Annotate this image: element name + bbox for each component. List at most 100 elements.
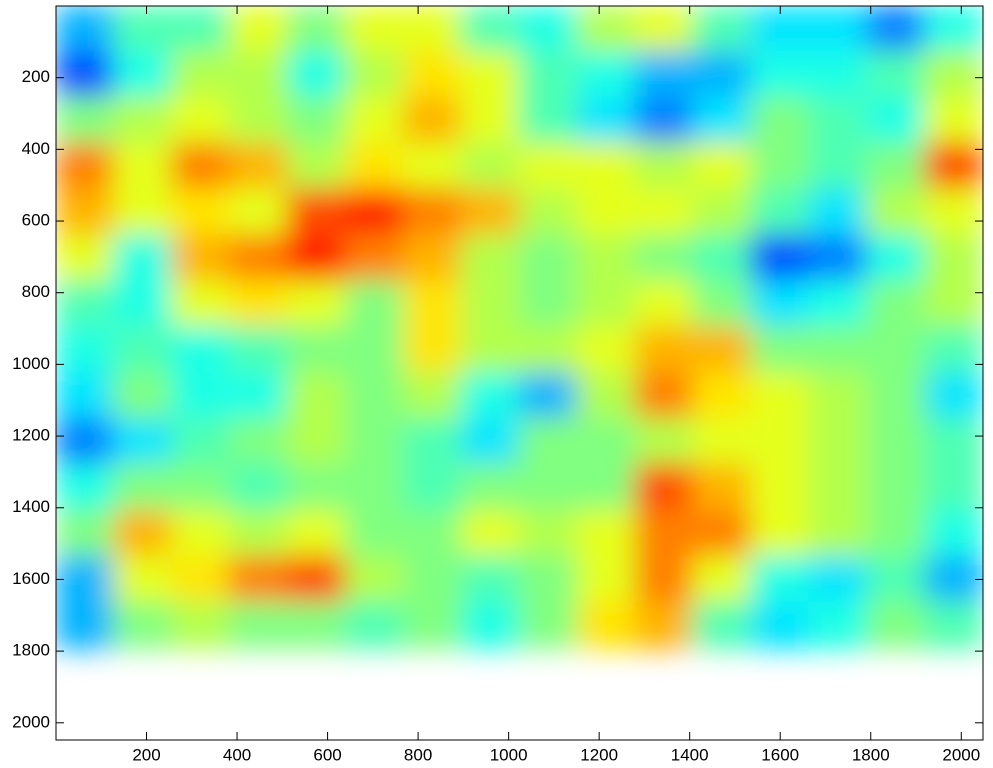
heat-cell [576,326,637,374]
heat-cell [808,463,869,512]
heat-cell [692,417,753,466]
heat-cell [286,601,347,650]
heat-cell [866,280,927,329]
heat-cell [634,188,695,237]
heat-cell [56,372,115,420]
heat-cell [344,417,405,466]
heat-cell [866,555,927,604]
y-tick-label: 1400 [12,497,50,516]
heat-cell [344,326,405,374]
y-tick-label: 1800 [12,641,50,660]
heat-cell [518,372,579,420]
heat-cell [750,50,811,99]
heat-cell [460,463,521,512]
heat-cell [750,601,811,650]
heat-cell [344,50,405,99]
heat-cell [576,142,637,191]
heat-cell [924,417,983,466]
heat-cell [56,188,115,237]
heat-cell [170,509,231,558]
heat-cell [692,463,753,512]
heat-cell [634,601,695,650]
y-tick-label: 800 [22,282,50,301]
heat-cell [170,142,231,191]
heat-cell [518,555,579,604]
heat-cell [344,601,405,650]
heat-cell [228,601,289,650]
heat-cell [634,280,695,329]
heat-cell [924,555,983,604]
y-tick-label: 1000 [12,354,50,373]
heat-cell [518,509,579,558]
heat-cell [170,326,231,374]
heat-cell [402,188,463,237]
heat-cell [112,6,173,53]
heat-cell [692,601,753,650]
heat-cell [808,142,869,191]
heat-cell [112,188,173,237]
heat-cell [344,6,405,53]
heat-cell [460,601,521,650]
y-tick-label: 2000 [12,712,50,731]
y-tick-label: 1600 [12,569,50,588]
heat-cell [344,96,405,145]
heat-cell [56,555,115,604]
heat-cell [112,601,173,650]
heat-cell [634,463,695,512]
heat-cell [924,372,983,420]
heat-cell [866,509,927,558]
heat-cell [460,372,521,420]
heat-cell [344,188,405,237]
heat-cell [402,463,463,512]
heat-cell [634,417,695,466]
heat-cell [56,234,115,283]
heat-cell [518,96,579,145]
heat-cell [866,188,927,237]
axes: 200 400 600 800 1000 1200 1400 1600 1800 2000 200 4… [12,5,984,764]
heat-cell [170,463,231,512]
heat-cell [576,234,637,283]
heat-cell [228,463,289,512]
heat-cell [344,509,405,558]
heat-cell [286,142,347,191]
heat-cell [866,417,927,466]
heat-cell [286,234,347,283]
x-tick-label: 1000 [490,745,528,764]
heat-cell [228,50,289,99]
heat-cell [750,96,811,145]
x-tick-label: 1600 [761,745,799,764]
heat-cell [228,96,289,145]
heat-cell [228,234,289,283]
heat-cell [402,6,463,53]
heat-cell [808,188,869,237]
heat-cell [576,96,637,145]
heat-cell [56,142,115,191]
heat-cell [866,142,927,191]
x-tick-label: 1800 [852,745,890,764]
heat-cell [286,326,347,374]
heat-cell [170,280,231,329]
heat-cell [634,509,695,558]
heat-cell [112,96,173,145]
heat-cell [808,6,869,53]
heat-cell [866,463,927,512]
heat-cell [924,601,983,650]
heat-cell [112,509,173,558]
heat-cell [576,601,637,650]
heat-cell [518,234,579,283]
y-tick-label: 400 [22,139,50,158]
heat-cell [750,509,811,558]
heat-cell [518,417,579,466]
heat-cell [750,234,811,283]
heat-cell [634,142,695,191]
heat-cell [460,96,521,145]
heat-cell [170,96,231,145]
heat-cell [692,6,753,53]
heat-cell [634,555,695,604]
heat-cell [402,509,463,558]
heat-cell [460,280,521,329]
heat-cell [924,50,983,99]
heatmap [56,6,983,650]
heat-cell [228,142,289,191]
heat-cell [692,280,753,329]
